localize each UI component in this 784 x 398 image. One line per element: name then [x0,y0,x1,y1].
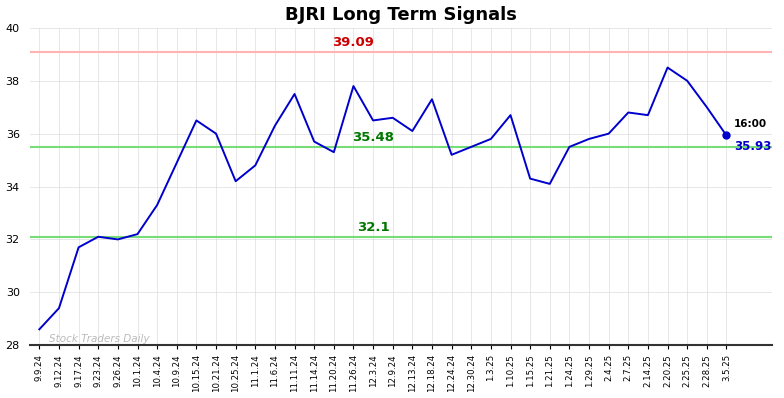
Text: 35.93: 35.93 [735,140,771,152]
Text: Stock Traders Daily: Stock Traders Daily [49,334,150,344]
Text: 39.09: 39.09 [332,36,375,49]
Text: 35.48: 35.48 [352,131,394,144]
Title: BJRI Long Term Signals: BJRI Long Term Signals [285,6,517,23]
Text: 32.1: 32.1 [357,220,390,234]
Text: 16:00: 16:00 [735,119,768,129]
